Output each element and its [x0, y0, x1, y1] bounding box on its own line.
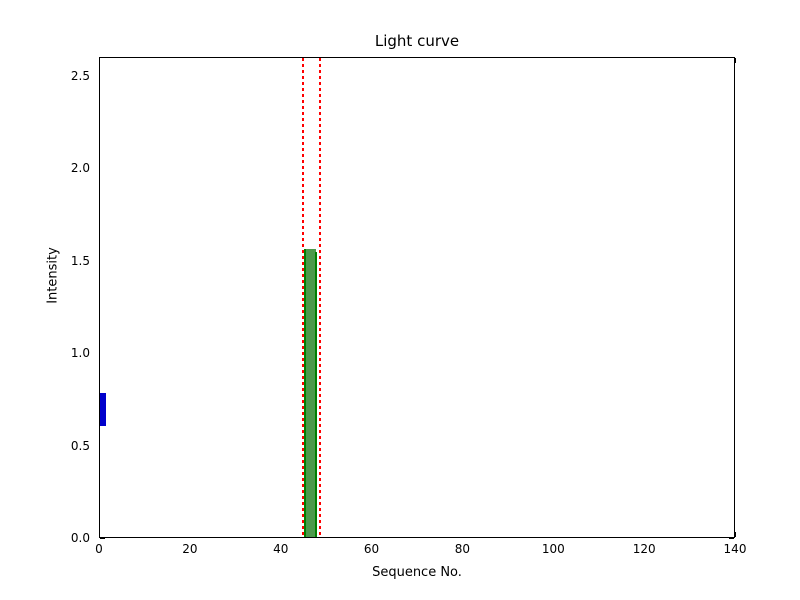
- burst-window-marker-line: [301, 58, 304, 537]
- x-tick-mark-top: [735, 58, 736, 63]
- x-axis-label: Sequence No.: [372, 565, 462, 580]
- x-tick-label: 60: [363, 542, 380, 556]
- y-tick-mark-right: [729, 538, 734, 539]
- x-tick-label: 80: [454, 542, 471, 556]
- y-tick-mark: [100, 538, 105, 539]
- x-tick-label: 100: [541, 542, 565, 556]
- data-mark-baseline: [100, 392, 106, 427]
- chart-title: Light curve: [374, 32, 460, 50]
- data-mark-burst-edge: [304, 248, 307, 537]
- plot-area: [99, 57, 735, 538]
- x-tick-label: 140: [723, 542, 747, 556]
- y-tick-label: 1.5: [70, 253, 90, 268]
- y-tick-label: 2.0: [70, 161, 90, 175]
- y-tick-label: 2.5: [70, 68, 90, 83]
- data-mark-burst-fill: [305, 248, 317, 537]
- burst-window-marker-line: [318, 58, 321, 537]
- x-tick-label: 120: [632, 542, 656, 556]
- x-tick-label: 0: [95, 542, 103, 556]
- x-tick-mark: [735, 532, 736, 537]
- y-tick-label: 1.0: [70, 346, 90, 360]
- y-tick-label: 0.0: [70, 531, 90, 545]
- x-tick-label: 40: [273, 542, 289, 556]
- y-axis-label: Intensity: [45, 247, 61, 304]
- data-mark-burst-edge: [315, 252, 318, 537]
- x-tick-label: 20: [182, 542, 198, 556]
- y-tick-label: 0.5: [70, 438, 90, 453]
